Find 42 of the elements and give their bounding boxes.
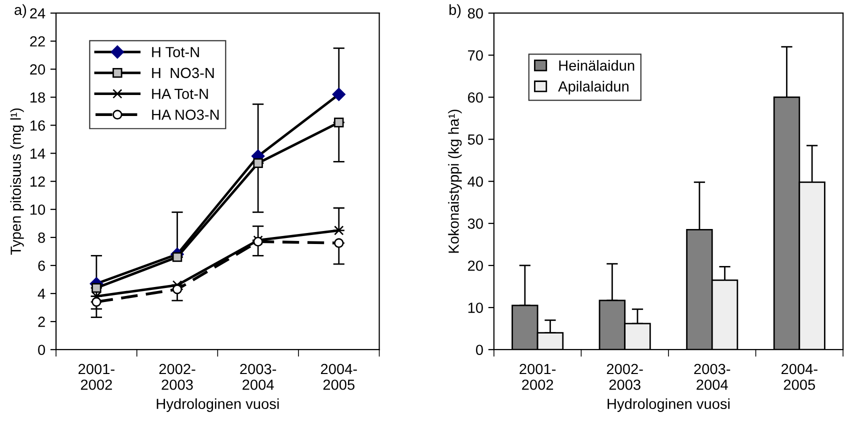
- y-tick-label: 0: [38, 344, 46, 356]
- x-axis-title: Hydrologinen vuosi: [608, 398, 730, 412]
- y-tick-label: 10: [30, 204, 46, 215]
- x-tick-label: 2004- 2005: [781, 364, 818, 390]
- y-axis-title: Kokonaistyppi (kg ha¹): [448, 110, 462, 253]
- y-axis-title: Typen pitoisuus (mg l¹): [10, 108, 24, 255]
- y-tick-label: 70: [468, 50, 483, 61]
- x-tick-label: 2002- 2003: [159, 364, 196, 390]
- x-tick-label: 2003- 2004: [240, 364, 276, 390]
- y-tick-label: 14: [30, 148, 46, 159]
- y-tick-label: 16: [30, 120, 45, 131]
- y-tick-label: 24: [30, 8, 46, 18]
- legend-label: Apilalaidun: [558, 80, 628, 94]
- y-tick-label: 4: [38, 288, 46, 299]
- x-tick-label: 2001- 2002: [78, 364, 114, 390]
- x-tick-label: 2003- 2004: [694, 364, 730, 390]
- legend-label: HA NO3-N: [152, 110, 219, 120]
- legend-label: HA Tot-N: [152, 88, 208, 100]
- y-tick-label: 10: [468, 302, 483, 313]
- y-tick-label: 18: [30, 92, 45, 103]
- x-tick-label: 2004- 2005: [320, 364, 357, 390]
- legend-label: H NO3-N: [152, 68, 214, 78]
- y-tick-label: 80: [468, 8, 483, 19]
- y-tick-label: 30: [468, 218, 483, 229]
- chart-title: a): [14, 4, 26, 18]
- y-tick-label: 50: [468, 134, 483, 145]
- y-tick-label: 12: [30, 176, 45, 187]
- y-tick-label: 20: [468, 260, 483, 271]
- y-tick-label: 40: [468, 176, 483, 187]
- y-tick-label: 60: [468, 92, 483, 103]
- y-tick-label: 8: [38, 232, 45, 243]
- y-tick-label: 20: [30, 64, 46, 75]
- x-axis-title: Hydrologinen vuosi: [156, 398, 279, 412]
- chart-title: b): [449, 4, 461, 18]
- y-tick-label: 2: [38, 316, 45, 327]
- y-tick-label: 22: [30, 36, 45, 46]
- legend-label: H Tot-N: [152, 47, 199, 58]
- y-tick-label: 6: [38, 260, 45, 271]
- legend-label: Heinälaidun: [559, 60, 634, 71]
- y-tick-label: 0: [476, 344, 483, 356]
- x-tick-label: 2002- 2003: [606, 364, 643, 390]
- x-tick-label: 2001- 2002: [520, 364, 556, 390]
